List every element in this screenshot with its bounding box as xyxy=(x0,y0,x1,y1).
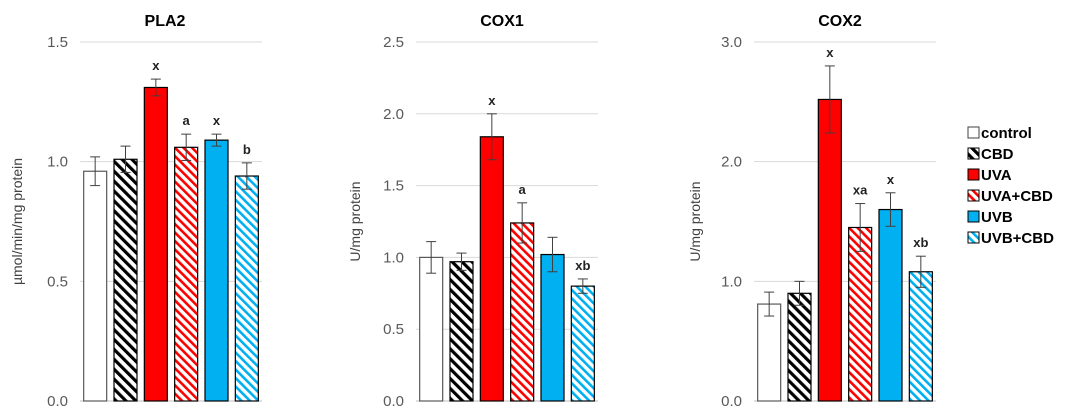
bar-cbd xyxy=(787,292,812,402)
data-annotation: x xyxy=(213,113,221,128)
bar-uva-cbd xyxy=(848,226,873,402)
y-tick-label: 0.5 xyxy=(383,321,404,338)
y-tick-label: 1.5 xyxy=(47,34,68,51)
y-axis-label: µmol/min/mg protein xyxy=(9,158,25,285)
bar-uvb-cbd xyxy=(234,175,259,402)
y-axis-label: U/mg protein xyxy=(687,181,703,261)
y-tick-label: 0.5 xyxy=(47,273,68,290)
y-tick-label: 3.0 xyxy=(721,34,742,51)
bar-uva xyxy=(817,98,842,402)
bar-uva-cbd xyxy=(174,146,199,402)
bar-uvb-cbd xyxy=(908,271,933,402)
y-tick-label: 1.0 xyxy=(383,249,404,266)
data-annotation: xb xyxy=(575,258,590,273)
y-tick-label: 0.0 xyxy=(721,393,742,410)
y-tick-label: 1.0 xyxy=(721,273,742,290)
legend-label-uva: UVA xyxy=(981,167,1012,184)
chart-panel-cox1: 0.0 0.5 1.0 1.5 2.0 2.5 COX1 U/mg protein x a xb xyxy=(347,13,598,410)
data-annotation: x xyxy=(887,172,895,187)
bar-control xyxy=(419,256,444,402)
bar-uva xyxy=(479,136,504,402)
chart-title: COX2 xyxy=(818,13,862,30)
y-tick-label: 1.5 xyxy=(383,178,404,195)
bar-control xyxy=(757,303,782,402)
bar-uvb-cbd xyxy=(570,285,595,402)
chart-title: COX1 xyxy=(480,13,524,30)
legend-swatch-uvb xyxy=(967,210,980,223)
legend-swatch-uva xyxy=(967,168,980,181)
legend-swatch-cbd xyxy=(967,147,980,160)
legend-label-uva-cbd: UVA+CBD xyxy=(981,188,1053,205)
data-annotation: xa xyxy=(853,183,868,198)
bar-uvb xyxy=(540,253,565,402)
y-axis-label: U/mg protein xyxy=(347,181,363,261)
legend-label-cbd: CBD xyxy=(981,146,1014,163)
bar-uva xyxy=(143,86,168,402)
legend-label-uvb: UVB xyxy=(981,209,1013,226)
data-annotation: b xyxy=(243,142,251,157)
legend-swatch-control xyxy=(967,126,980,139)
data-annotation: x xyxy=(488,93,496,108)
y-tick-label: 0.0 xyxy=(383,393,404,410)
legend-swatch-uva-cbd xyxy=(967,189,980,202)
data-annotation: a xyxy=(183,113,191,128)
legend: control CBD UVA UVA+CBD UVB UVB+CBD xyxy=(967,125,1054,247)
chart-panel-cox2: 0.0 1.0 2.0 3.0 COX2 U/mg protein x xa x xb xyxy=(687,13,936,410)
chart-panel-pla2: 0.0 0.5 1.0 1.5 PLA2 µmol/min/mg protein x a x b xyxy=(9,13,262,410)
bar-uva-cbd xyxy=(510,222,535,402)
data-annotation: xb xyxy=(913,235,928,250)
y-tick-label: 0.0 xyxy=(47,393,68,410)
bar-uvb xyxy=(204,139,229,402)
chart-title: PLA2 xyxy=(145,13,186,30)
data-annotation: x xyxy=(152,58,160,73)
y-tick-label: 2.0 xyxy=(383,106,404,123)
data-annotation: x xyxy=(826,45,834,60)
y-tick-label: 2.0 xyxy=(721,154,742,171)
legend-label-control: control xyxy=(981,125,1032,142)
y-tick-label: 2.5 xyxy=(383,34,404,51)
legend-label-uvb-cbd: UVB+CBD xyxy=(981,230,1054,247)
bar-cbd xyxy=(449,261,474,402)
y-tick-label: 1.0 xyxy=(47,154,68,171)
bar-uvb xyxy=(878,208,903,402)
data-annotation: a xyxy=(519,182,527,197)
bar-control xyxy=(83,170,108,402)
legend-swatch-uvb-cbd xyxy=(967,231,980,244)
bar-cbd xyxy=(113,158,138,402)
